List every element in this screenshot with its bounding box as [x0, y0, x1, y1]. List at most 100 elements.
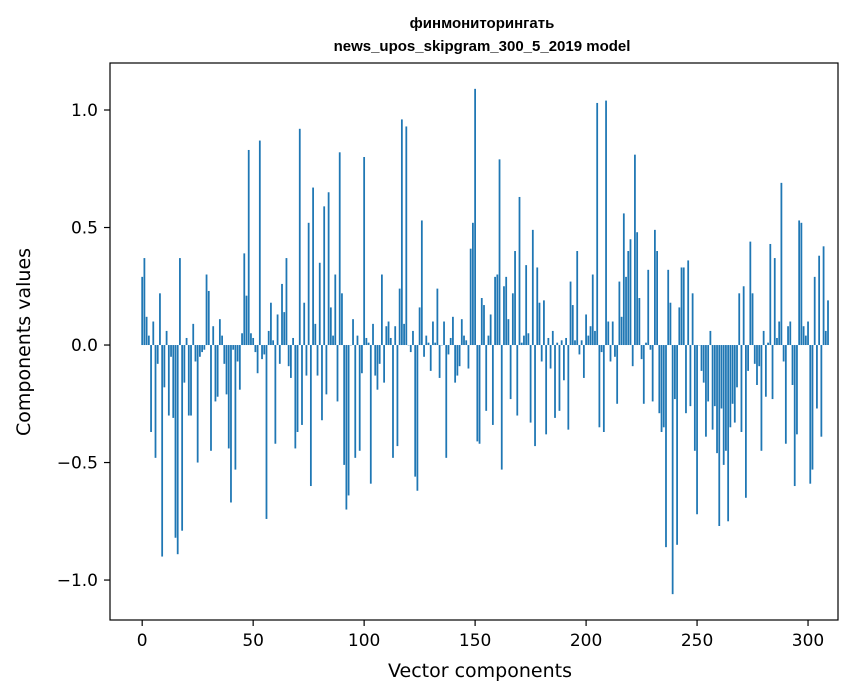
bar	[776, 337, 778, 346]
bar	[274, 345, 277, 444]
bar	[165, 330, 168, 346]
x-axis-label: Vector components	[388, 660, 572, 682]
bar	[625, 276, 627, 346]
y-axis: −1.0 −0.5 0.0 0.5 1.0	[57, 101, 110, 591]
bar	[558, 345, 561, 411]
bar	[327, 192, 330, 346]
bar	[443, 321, 445, 346]
bar	[321, 345, 323, 421]
bar	[296, 345, 299, 432]
bar	[505, 276, 508, 346]
bar	[245, 295, 248, 346]
bar	[449, 337, 452, 346]
bar	[210, 345, 212, 451]
bar	[518, 196, 521, 346]
bar	[745, 345, 747, 498]
bar	[483, 305, 485, 346]
bar	[183, 345, 186, 383]
bar	[447, 345, 450, 355]
bar	[143, 258, 146, 346]
bar	[516, 345, 519, 416]
bar	[598, 345, 601, 428]
bar	[718, 345, 721, 526]
bar	[312, 187, 314, 346]
bar	[167, 345, 170, 416]
bar	[341, 293, 343, 346]
bar	[554, 345, 556, 418]
bar	[287, 345, 290, 367]
bar	[474, 88, 476, 346]
bar	[498, 159, 501, 346]
bar	[687, 260, 690, 346]
bar	[631, 345, 634, 367]
bar	[731, 345, 734, 404]
bar	[265, 345, 268, 519]
bar	[460, 319, 463, 346]
bar	[427, 342, 430, 346]
bar	[199, 345, 201, 357]
bar	[762, 330, 765, 346]
bar	[574, 340, 576, 346]
bar	[278, 345, 281, 364]
bar	[629, 239, 632, 346]
bar	[434, 342, 437, 346]
bar	[722, 345, 725, 465]
bar	[338, 152, 341, 346]
bar	[354, 345, 357, 458]
bar	[594, 330, 596, 346]
bar	[254, 345, 257, 353]
bar	[680, 267, 683, 346]
bar	[802, 326, 805, 346]
bar	[196, 345, 199, 463]
bar	[376, 345, 379, 390]
bar	[511, 293, 514, 346]
bar	[767, 342, 769, 346]
bar	[742, 286, 745, 346]
bar	[365, 337, 368, 346]
bar	[534, 345, 536, 447]
bar	[585, 314, 587, 346]
bar	[622, 213, 625, 346]
bar	[454, 345, 457, 383]
bar	[820, 345, 823, 437]
bar	[496, 274, 499, 346]
bar	[547, 337, 550, 346]
bar	[669, 302, 672, 346]
bar	[361, 345, 363, 374]
bar	[336, 345, 339, 402]
bar	[392, 345, 394, 458]
bar	[423, 345, 425, 357]
bar	[363, 157, 366, 346]
bar	[787, 326, 789, 346]
bar	[529, 345, 532, 423]
bar	[711, 345, 714, 430]
bar	[290, 345, 292, 378]
bar	[638, 298, 641, 346]
bar	[383, 345, 385, 383]
bar	[225, 345, 228, 395]
bar	[212, 326, 215, 346]
bar	[192, 323, 195, 346]
bar	[500, 345, 503, 470]
bar	[756, 345, 758, 385]
bar	[467, 345, 470, 369]
bar	[567, 345, 570, 430]
bar	[409, 345, 412, 353]
bar	[514, 251, 516, 346]
bar	[691, 293, 694, 346]
bar	[352, 319, 354, 346]
x-tick-label: 50	[242, 631, 264, 651]
bar	[733, 345, 736, 423]
bar	[425, 335, 428, 346]
bar	[800, 222, 803, 346]
y-axis-label: Components values	[13, 248, 35, 436]
bar	[563, 345, 565, 381]
bar	[813, 276, 816, 346]
plot-frame	[109, 62, 839, 621]
bar	[318, 262, 321, 346]
bar	[316, 345, 319, 376]
bar	[527, 333, 530, 346]
bar	[232, 345, 235, 350]
bar	[645, 342, 647, 346]
bar	[523, 335, 525, 346]
